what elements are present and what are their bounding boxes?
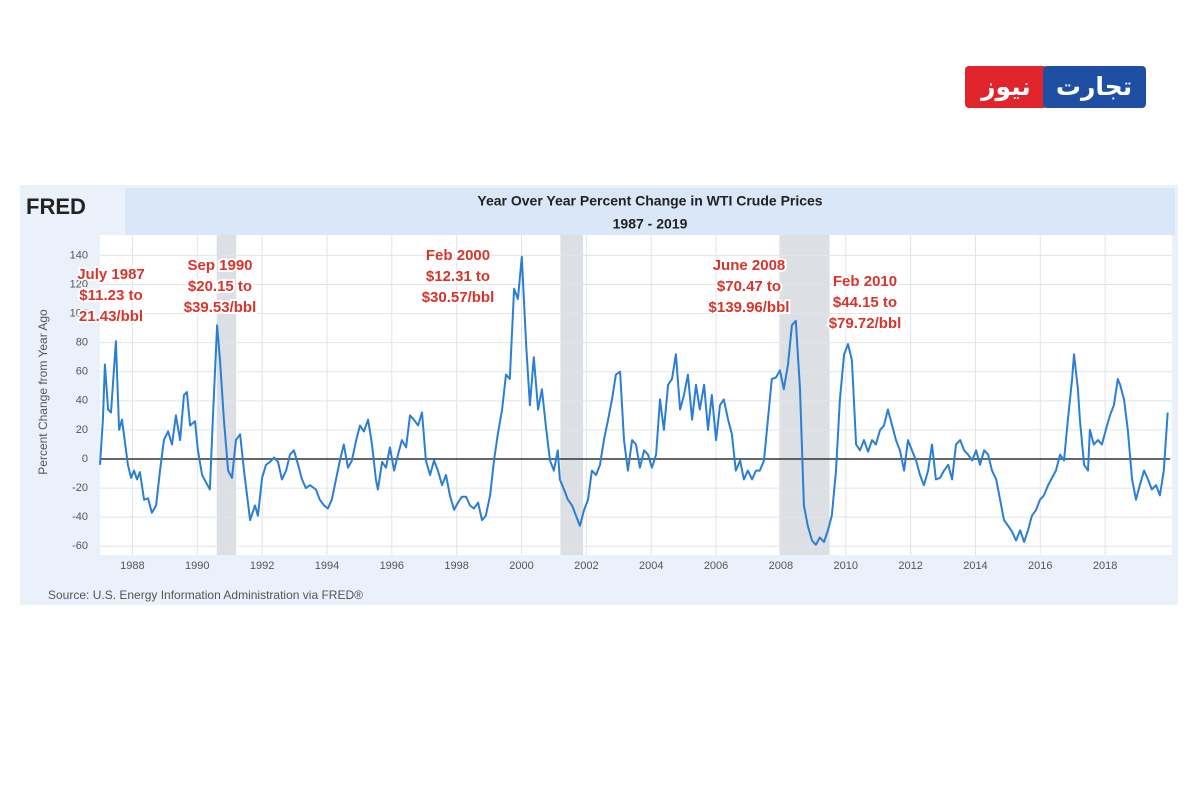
- x-tick-label: 2010: [834, 560, 858, 572]
- x-tick-label: 2000: [509, 560, 533, 572]
- annotation: $20.15 to: [188, 278, 252, 295]
- brand-logo: نیوز تجارت: [965, 66, 1146, 108]
- chart-subtitle: 1987 - 2019: [613, 216, 688, 232]
- chart-title: Year Over Year Percent Change in WTI Cru…: [477, 193, 822, 209]
- y-tick-label: 120: [70, 278, 88, 290]
- annotation: $79.72/bbl: [829, 315, 902, 332]
- annotation: Feb 2010: [833, 273, 897, 290]
- y-tick-label: 0: [82, 453, 88, 465]
- annotation: $11.23 to: [79, 287, 142, 304]
- fred-logo: FRED: [26, 194, 86, 219]
- brand-blue: [1043, 66, 1146, 108]
- y-tick-label: -20: [72, 482, 88, 494]
- annotation: $12.31 to: [426, 268, 490, 285]
- x-tick-label: 1994: [315, 560, 339, 572]
- annotation: Sep 1990: [187, 257, 252, 274]
- brand-red: [965, 66, 1047, 108]
- x-tick-label: 2016: [1028, 560, 1052, 572]
- y-tick-label: 20: [76, 424, 88, 436]
- source-note: Source: U.S. Energy Information Administ…: [48, 588, 363, 602]
- plot-area: [100, 235, 1172, 555]
- x-tick-label: 2012: [898, 560, 922, 572]
- annotation: $139.96/bbl: [709, 299, 790, 316]
- x-tick-label: 1998: [444, 560, 468, 572]
- x-tick-label: 2006: [704, 560, 728, 572]
- annotation: $39.53/bbl: [184, 299, 257, 316]
- brand-right: تجارت: [1056, 72, 1132, 101]
- annotation: $30.57/bbl: [422, 289, 495, 306]
- annotation: Feb 2000: [426, 247, 490, 264]
- annotation: $70.47 to: [717, 278, 781, 295]
- annotation: June 2008: [713, 257, 786, 274]
- x-tick-label: 1996: [380, 560, 404, 572]
- y-axis-label: Percent Change from Year Ago: [36, 309, 50, 475]
- x-tick-label: 2018: [1093, 560, 1117, 572]
- y-tick-label: 100: [70, 307, 88, 319]
- plot: -60 -40 -20 0 20 40 60 80 100 120 140 1988 1990 1992 1…: [70, 235, 1172, 572]
- y-tick-label: -60: [72, 540, 88, 552]
- annotation: July 1987: [77, 266, 145, 283]
- brand-left: نیوز: [979, 72, 1031, 102]
- x-tick-label: 2004: [639, 560, 663, 572]
- data-line: [99, 255, 1169, 546]
- y-tick-label: -40: [72, 511, 88, 523]
- x-tick-label: 2008: [769, 560, 793, 572]
- x-tick-label: 1992: [250, 560, 274, 572]
- x-tick-label: 1988: [120, 560, 144, 572]
- annotation: 21.43/bbl: [79, 308, 143, 325]
- x-tick-label: 1990: [185, 560, 209, 572]
- x-tick-label: 2002: [574, 560, 598, 572]
- y-tick-label: 60: [76, 366, 88, 378]
- x-tick-label: 2014: [963, 560, 987, 572]
- title-band: [125, 188, 1175, 235]
- y-tick-label: 140: [70, 249, 88, 261]
- y-tick-label: 40: [76, 395, 88, 407]
- y-tick-label: 80: [76, 337, 88, 349]
- annotation: $44.15 to: [833, 294, 897, 311]
- recession-band: [560, 235, 584, 555]
